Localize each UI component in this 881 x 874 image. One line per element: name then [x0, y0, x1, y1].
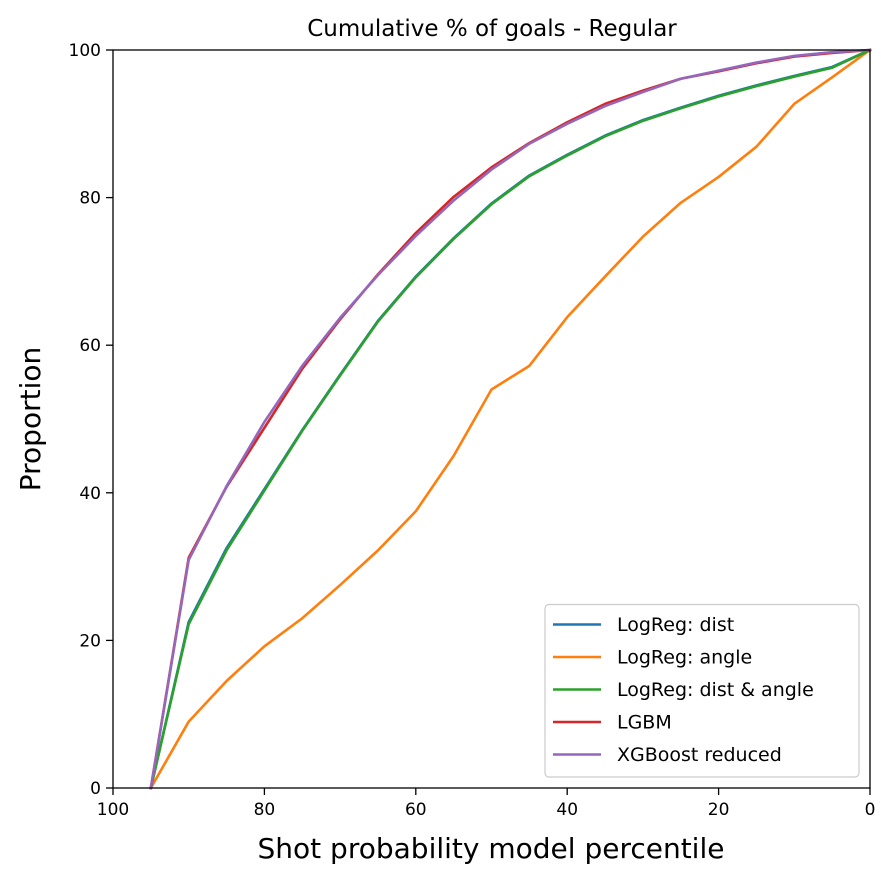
x-tick-label: 20 — [708, 800, 730, 820]
legend: LogReg: dist LogReg: angle LogReg: dist & … — [544, 603, 860, 778]
legend-label: LogReg: dist — [617, 614, 734, 636]
series-line-xgboost-reduced — [149, 48, 872, 790]
x-tick-label: 0 — [865, 800, 876, 820]
legend-label: LogReg: dist & angle — [617, 679, 814, 701]
x-tick-label: 40 — [556, 800, 578, 820]
legend-label: LGBM — [617, 712, 672, 734]
x-tick-label: 60 — [405, 800, 427, 820]
legend-label: XGBoost reduced — [617, 744, 782, 766]
y-axis-label: Proportion — [14, 347, 47, 491]
x-tick-label: 100 — [97, 800, 129, 820]
series-layer — [149, 48, 872, 790]
y-tick-label: 20 — [79, 631, 101, 651]
y-axis: 0 20 40 60 80 100 — [69, 41, 113, 799]
chart-title: Cumulative % of goals - Regular — [307, 16, 677, 42]
y-tick-label: 0 — [90, 779, 101, 799]
x-tick-label: 80 — [254, 800, 276, 820]
y-tick-label: 80 — [79, 189, 101, 209]
plot-frame — [112, 49, 871, 789]
legend-label: LogReg: angle — [617, 647, 752, 669]
series-line-logreg-angle — [149, 48, 872, 790]
legend-box — [544, 603, 860, 778]
y-tick-label: 60 — [79, 336, 101, 356]
y-tick-label: 40 — [79, 484, 101, 504]
y-tick-label: 100 — [69, 41, 101, 61]
x-axis: 100 80 60 40 20 0 — [97, 788, 876, 820]
series-line-logreg-dist-angle — [149, 48, 872, 790]
x-axis-label: Shot probability model percentile — [258, 832, 725, 865]
